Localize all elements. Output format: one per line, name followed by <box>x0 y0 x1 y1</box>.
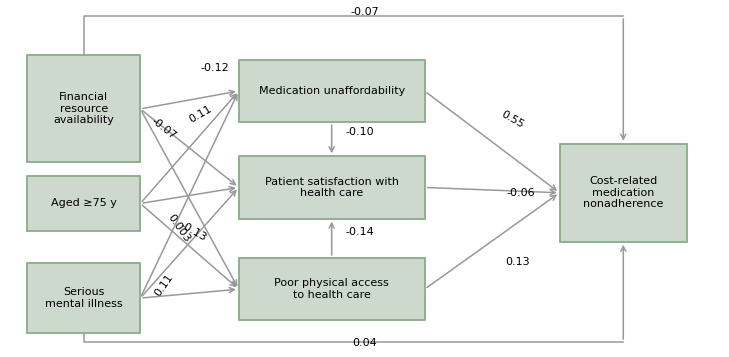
FancyBboxPatch shape <box>559 144 687 242</box>
FancyBboxPatch shape <box>238 258 424 321</box>
Text: Medication unaffordability: Medication unaffordability <box>259 86 405 96</box>
Text: 0.04: 0.04 <box>352 338 377 348</box>
Text: -0.07: -0.07 <box>149 116 179 141</box>
FancyBboxPatch shape <box>28 55 140 162</box>
Text: -0.14: -0.14 <box>345 227 374 237</box>
Text: -0.10: -0.10 <box>345 127 374 137</box>
Text: -0.12: -0.12 <box>200 63 230 73</box>
Text: Aged ≥75 y: Aged ≥75 y <box>51 198 117 208</box>
Text: 0.13: 0.13 <box>505 257 530 267</box>
Text: 0.55: 0.55 <box>499 109 526 130</box>
FancyBboxPatch shape <box>238 60 424 122</box>
Text: -0.06: -0.06 <box>507 188 536 198</box>
Text: -0.07: -0.07 <box>350 7 379 17</box>
Text: Patient satisfaction with
health care: Patient satisfaction with health care <box>265 177 399 198</box>
FancyBboxPatch shape <box>28 176 140 231</box>
Text: Cost-related
medication
nonadherence: Cost-related medication nonadherence <box>583 176 663 209</box>
Text: 0.11: 0.11 <box>153 273 175 298</box>
FancyBboxPatch shape <box>28 263 140 333</box>
Text: 0.11: 0.11 <box>187 104 214 125</box>
Text: Serious
mental illness: Serious mental illness <box>45 287 122 309</box>
Text: -0.13: -0.13 <box>179 221 208 243</box>
Text: 0.003: 0.003 <box>165 213 192 244</box>
FancyBboxPatch shape <box>238 156 424 218</box>
Text: Poor physical access
to health care: Poor physical access to health care <box>274 278 389 300</box>
Text: Financial
resource
availability: Financial resource availability <box>53 92 114 125</box>
